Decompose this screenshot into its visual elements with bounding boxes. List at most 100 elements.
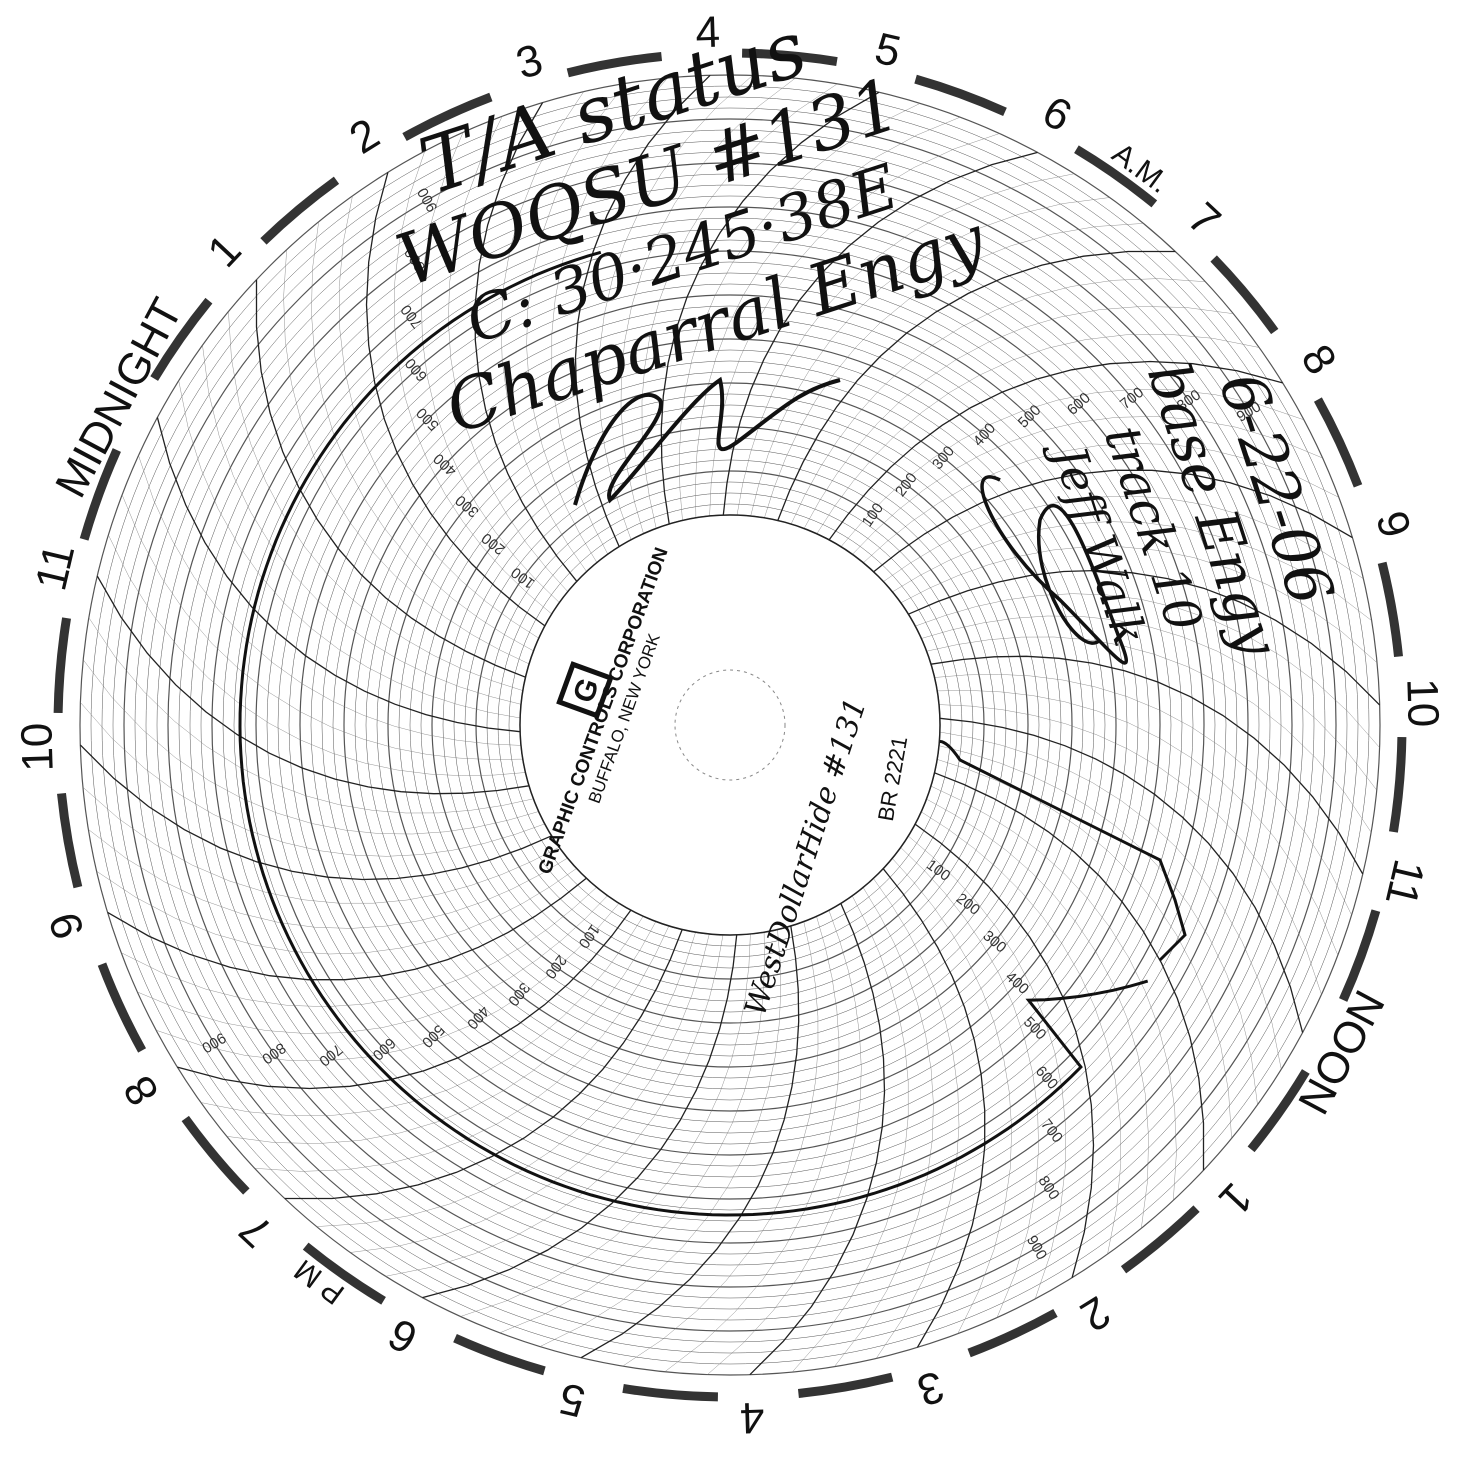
grid-ring [508, 503, 952, 947]
hour-band [150, 297, 213, 381]
time-arc [930, 785, 1177, 1201]
chart-grid [53, 48, 1407, 1402]
time-arc [255, 279, 526, 678]
time-arc [834, 887, 934, 1367]
hour-label: 8 [114, 1067, 169, 1114]
time-arc [580, 925, 800, 1359]
scale-label: 200 [953, 890, 983, 919]
grid-ring [145, 140, 1315, 1310]
time-arc [921, 811, 1122, 1255]
time-arc [88, 829, 568, 929]
time-arc [695, 116, 961, 518]
grid-ring [90, 85, 1370, 1365]
time-arc [660, 91, 880, 525]
grid-ring [332, 327, 1128, 1123]
time-arc [254, 925, 670, 1172]
time-arc [202, 345, 522, 705]
time-arc [764, 223, 1144, 518]
scale-label: 200 [478, 529, 508, 558]
time-arc [284, 929, 683, 1200]
time-arc [138, 455, 522, 746]
hour-band [1210, 255, 1279, 335]
time-arc [178, 380, 521, 719]
hour-label: 2 [341, 109, 388, 164]
hour-band [57, 792, 83, 889]
time-arc [311, 221, 534, 652]
time-arc [80, 702, 545, 857]
time-arc [385, 934, 724, 1277]
hour-band [53, 617, 72, 713]
grid-ring [409, 404, 1051, 1046]
time-arc [840, 389, 1304, 547]
time-arc [96, 575, 530, 795]
grid-ring [211, 206, 1249, 1244]
time-arc [892, 521, 1372, 621]
hour-label: 6 [1035, 87, 1080, 142]
time-arc [828, 360, 1283, 541]
time-arc [83, 659, 539, 835]
time-arc [937, 759, 1232, 1139]
hour-band [967, 1308, 1058, 1358]
grid-ring [299, 294, 1161, 1156]
hour-band [1388, 737, 1407, 833]
time-arc [892, 858, 1012, 1334]
grid-ring [376, 371, 1084, 1079]
hour-band [566, 52, 663, 78]
scale-label: 100 [575, 921, 603, 951]
time-arc [915, 593, 1380, 748]
grid-ring [486, 481, 974, 969]
grid-ring [310, 305, 1150, 1145]
grid-ring [200, 195, 1260, 1255]
time-arc [156, 903, 620, 1061]
hour-band [97, 962, 147, 1053]
hour-label: 11 [26, 539, 84, 595]
time-arc [908, 569, 1381, 706]
time-arc [574, 74, 711, 547]
hour-label: 9 [1366, 506, 1420, 544]
grid-ring [255, 250, 1205, 1200]
time-arc [938, 745, 1258, 1105]
grid-ring [277, 272, 1183, 1178]
hour-label: 3 [912, 1361, 950, 1415]
time-arc [526, 83, 626, 563]
grid-ring [442, 437, 1018, 1013]
scale-label: 400 [970, 420, 999, 450]
time-arc [937, 690, 1339, 956]
hour-label: 11 [1376, 855, 1434, 911]
hour-band [622, 1383, 718, 1402]
hour-label: 1 [1209, 1173, 1261, 1224]
time-arc [816, 333, 1260, 534]
hour-label: NOON [1288, 982, 1394, 1121]
hour-label: 10 [12, 722, 63, 772]
time-arc [939, 717, 1304, 1033]
time-arc [882, 868, 986, 1348]
hour-band [1247, 1069, 1310, 1153]
time-arc [422, 934, 738, 1299]
time-arc [900, 847, 1039, 1318]
time-arc [226, 921, 657, 1144]
time-arc [792, 895, 909, 1373]
hour-label: MIDNIGHT [46, 291, 192, 506]
am-pm-label: P M [288, 1253, 350, 1311]
time-arc [622, 921, 819, 1367]
time-arc [852, 416, 1323, 555]
chart-hub: GRAPHIC CONTROLS CORPORATION BUFFALO, NE… [519, 514, 941, 1020]
time-arc [107, 877, 587, 981]
grid-ring [79, 74, 1381, 1376]
grid-ring [453, 448, 1007, 1002]
time-arc [500, 91, 587, 572]
grid-ring [156, 151, 1304, 1299]
hour-label: 8 [1291, 336, 1346, 383]
time-arc [96, 868, 577, 955]
grid-ring [464, 459, 996, 991]
time-arc [88, 617, 534, 814]
hour-band [260, 176, 340, 245]
hour-band [914, 74, 1007, 116]
time-arc [228, 311, 523, 691]
signature-top [573, 376, 841, 506]
time-arc [499, 932, 765, 1334]
hour-band [181, 1115, 250, 1195]
time-arc [460, 933, 751, 1317]
scale-label: 800 [259, 1039, 289, 1067]
hour-band [1120, 1205, 1200, 1274]
